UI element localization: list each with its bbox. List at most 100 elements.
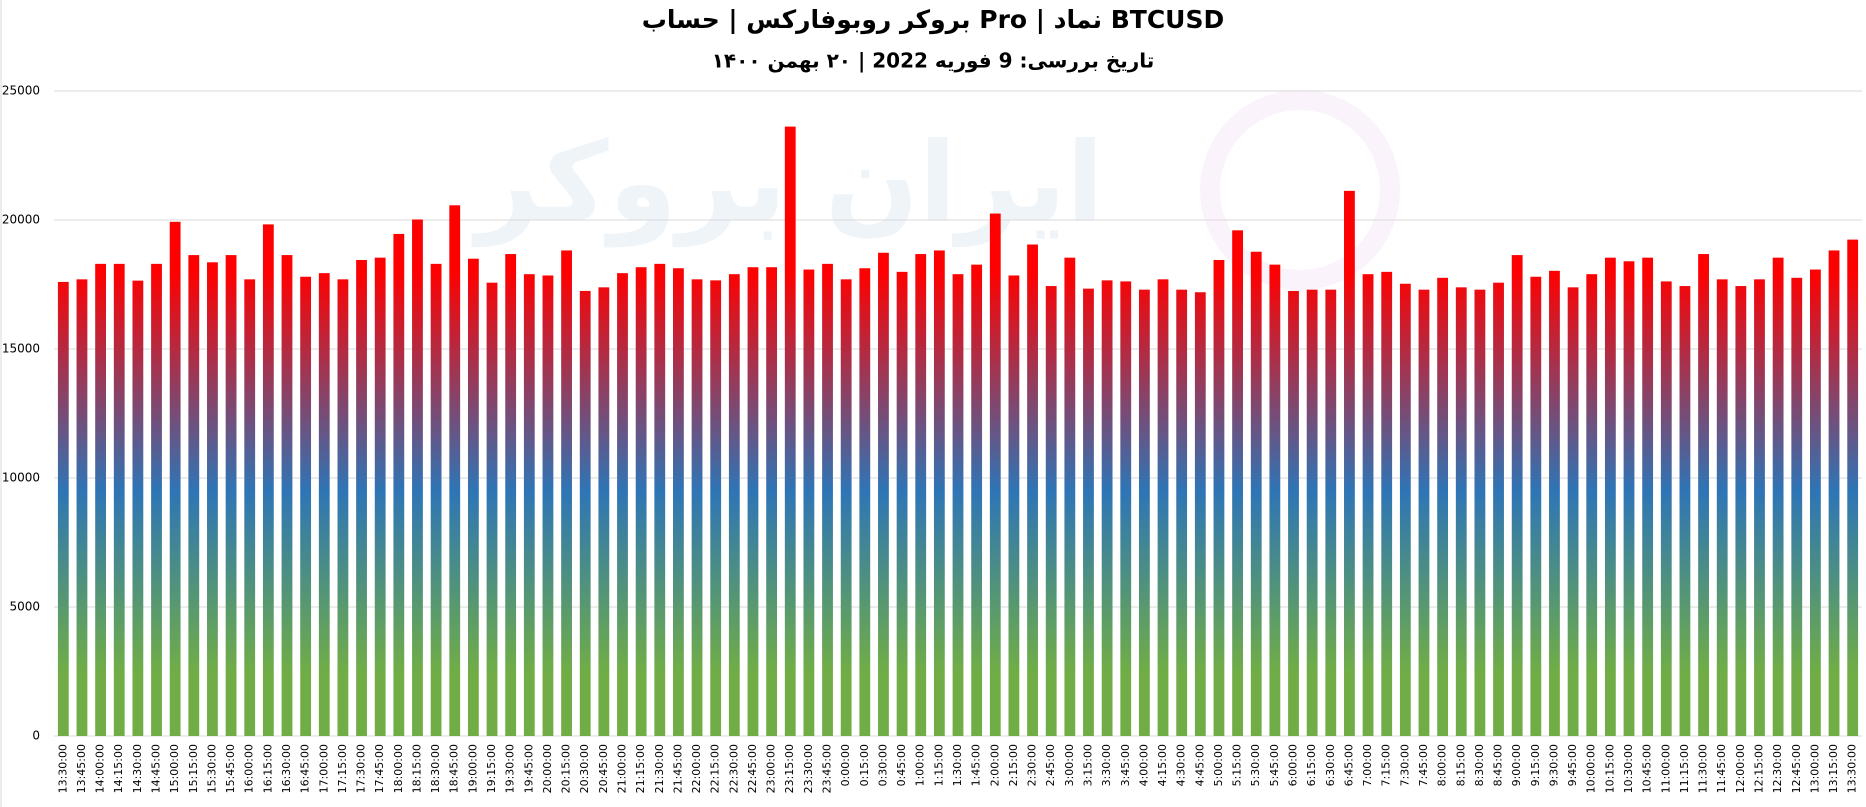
bar: [486, 282, 498, 736]
bar: [1325, 289, 1337, 736]
x-tick-label: 17:30:00: [355, 744, 368, 793]
x-tick-label: 8:00:00: [1436, 744, 1449, 786]
x-tick-label: 2:45:00: [1044, 744, 1057, 786]
bar: [1530, 276, 1542, 736]
x-tick-label: 17:15:00: [336, 744, 349, 793]
bar: [710, 280, 722, 736]
x-tick-label: 22:00:00: [690, 744, 703, 793]
bar: [617, 273, 628, 736]
x-tick-label: 3:00:00: [1063, 744, 1076, 786]
x-tick-label: 2:30:00: [1026, 744, 1039, 786]
x-tick-label: 4:30:00: [1175, 744, 1188, 786]
x-tick-label: 13:45:00: [75, 744, 88, 793]
bar: [598, 287, 610, 736]
bar: [151, 263, 162, 736]
chart-subtitle: تاریخ بررسی: 9 فوریه 2022 | ۲۰ بهمن ۱۴۰۰: [712, 49, 1155, 73]
bar: [1493, 282, 1504, 736]
x-tick-label: 16:15:00: [261, 744, 274, 793]
y-tick-label: 20000: [2, 213, 40, 227]
y-tick-label: 15000: [2, 342, 40, 356]
bar: [505, 254, 517, 736]
x-tick-label: 14:30:00: [131, 744, 144, 793]
bar: [467, 258, 479, 736]
x-tick-label: 15:00:00: [168, 744, 181, 793]
x-tick-label: 23:30:00: [802, 744, 815, 793]
bar: [412, 219, 423, 736]
bar: [1083, 288, 1094, 736]
x-tick-label: 0:00:00: [839, 744, 852, 786]
bar: [430, 263, 442, 736]
bar: [337, 279, 349, 736]
bar: [784, 126, 796, 736]
x-tick-label: 6:15:00: [1305, 744, 1318, 786]
bar: [393, 233, 405, 736]
bar: [1809, 269, 1821, 736]
bar: [1455, 287, 1467, 736]
x-tick-label: 17:45:00: [373, 744, 386, 793]
x-tick-label: 8:30:00: [1473, 744, 1486, 786]
x-tick-label: 11:45:00: [1715, 744, 1728, 793]
x-tick-label: 6:45:00: [1342, 744, 1355, 786]
bar: [1828, 250, 1840, 736]
bar: [1437, 277, 1449, 736]
bar: [188, 255, 200, 736]
bar: [1399, 283, 1411, 736]
x-tick-label: 13:00:00: [1808, 744, 1821, 793]
x-tick-label: 0:15:00: [858, 744, 871, 786]
bar: [1194, 292, 1206, 736]
x-tick-label: 2:00:00: [988, 744, 1001, 786]
bar: [952, 274, 964, 736]
x-tick-label: 10:00:00: [1585, 744, 1598, 793]
bar: [766, 267, 778, 736]
bar: [449, 205, 461, 736]
bar: [1679, 286, 1691, 736]
bar: [878, 252, 889, 737]
x-tick-label: 20:15:00: [560, 744, 573, 793]
bar: [132, 280, 144, 736]
x-tick-label: 5:15:00: [1231, 744, 1244, 786]
bar: [1735, 286, 1747, 736]
x-tick-label: 16:00:00: [243, 744, 256, 793]
x-tick-label: 13:30:00: [1846, 744, 1859, 793]
bar: [1549, 270, 1560, 736]
x-tick-label: 21:45:00: [671, 744, 684, 793]
x-tick-label: 15:30:00: [205, 744, 218, 793]
bar: [1344, 190, 1355, 736]
x-tick-label: 7:15:00: [1380, 744, 1393, 786]
bar: [1250, 251, 1262, 736]
x-tick-label: 21:00:00: [615, 744, 628, 793]
bar: [1008, 275, 1020, 736]
x-tick-label: 9:30:00: [1547, 744, 1560, 786]
bar: [542, 275, 554, 736]
bar: [691, 279, 703, 736]
x-tick-label: 8:45:00: [1492, 744, 1505, 786]
bar: [1586, 274, 1598, 736]
bar: [1138, 289, 1150, 736]
bar: [1716, 279, 1728, 736]
x-tick-label: 18:00:00: [392, 744, 405, 793]
x-tick-label: 15:45:00: [224, 744, 237, 793]
x-tick-label: 4:00:00: [1137, 744, 1150, 786]
x-tick-label: 0:45:00: [895, 744, 908, 786]
bar: [915, 254, 927, 736]
watermark-logo: [1200, 90, 1400, 290]
x-tick-label: 5:45:00: [1268, 744, 1281, 786]
x-tick-label: 8:15:00: [1454, 744, 1467, 786]
x-tick-label: 9:45:00: [1566, 744, 1579, 786]
x-tick-label: 1:45:00: [970, 744, 983, 786]
x-tick-label: 21:15:00: [634, 744, 647, 793]
bar: [989, 213, 1001, 737]
bar: [1288, 290, 1299, 736]
bar: [225, 255, 237, 736]
bar: [281, 255, 293, 736]
bar: [1642, 257, 1654, 736]
y-tick-label: 25000: [2, 84, 40, 98]
bar: [1045, 286, 1057, 736]
x-tick-label: 23:45:00: [821, 744, 834, 793]
x-tick-label: 20:45:00: [597, 744, 610, 793]
bar: [1157, 279, 1169, 736]
x-tick-label: 19:15:00: [485, 744, 498, 793]
x-tick-label: 1:15:00: [932, 744, 945, 786]
x-tick-label: 19:30:00: [504, 744, 517, 793]
